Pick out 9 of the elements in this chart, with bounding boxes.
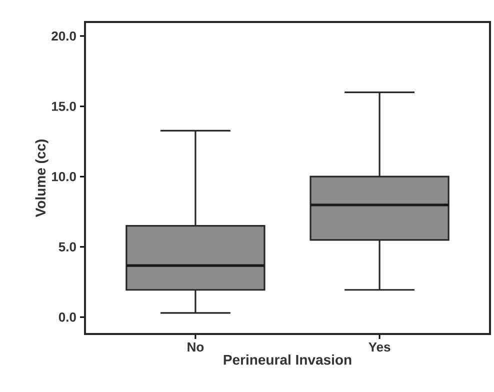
y-axis-title: Volume (cc) xyxy=(35,140,48,218)
x-tick-label: No xyxy=(188,342,204,352)
y-tick-label: 15.0 xyxy=(52,102,76,111)
x-tick-label: Yes xyxy=(368,342,390,352)
y-tick-label: 20.0 xyxy=(52,31,76,41)
y-tick-label: 10.0 xyxy=(52,172,76,182)
y-tick-label: 5.0 xyxy=(58,242,76,252)
x-axis-title: Perineural Invasion xyxy=(224,354,352,365)
y-tick-label: 0.0 xyxy=(58,312,76,322)
